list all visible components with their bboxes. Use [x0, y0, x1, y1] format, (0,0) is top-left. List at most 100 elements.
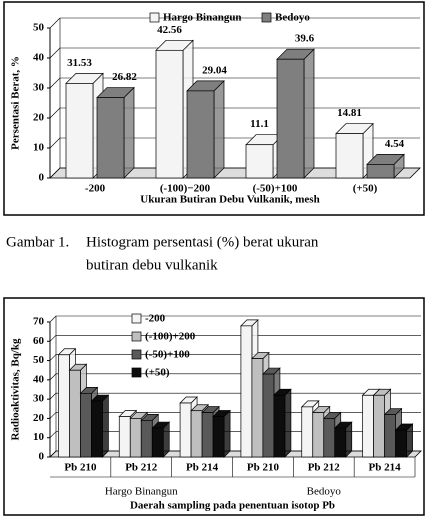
group-label: Hargo Binangun — [105, 486, 178, 498]
x-tick-label: Pb 210 — [64, 462, 97, 474]
grid-diag — [49, 315, 57, 323]
grid-diag — [49, 373, 57, 381]
value-label: 14.81 — [337, 107, 362, 119]
bar — [245, 144, 274, 179]
y-tick-label: 50 — [33, 22, 45, 34]
bar — [262, 373, 275, 458]
y-axis-label: Persentasi Berat, % — [10, 56, 22, 150]
bar-side — [223, 409, 231, 458]
caption-line: butiran debu vulkanik — [86, 257, 218, 273]
legend-label: -200 — [145, 313, 166, 325]
x-tick-label: Pb 210 — [247, 462, 280, 474]
bar — [65, 83, 94, 179]
caption-line: Histogram persentasi (%) berat ukuran — [86, 234, 319, 250]
legend-swatch — [131, 349, 142, 360]
value-label: 26.82 — [112, 71, 137, 83]
bar — [301, 406, 314, 458]
x-tick-label: Pb 212 — [308, 462, 341, 474]
y-tick-label: 60 — [33, 335, 45, 347]
grid-diag — [49, 335, 57, 342]
legend-swatch — [131, 313, 142, 324]
grid-diag — [49, 107, 61, 119]
bar — [373, 394, 385, 458]
group-label: Bedoyo — [307, 486, 342, 498]
value-label: 31.53 — [67, 57, 92, 69]
legend-swatch — [131, 331, 142, 342]
bar-side — [303, 48, 315, 179]
bar-side — [102, 394, 109, 458]
x-tick-label: (-50)+100 — [253, 183, 298, 195]
bar — [96, 97, 125, 179]
bar — [395, 429, 407, 458]
legend-swatch — [149, 12, 160, 23]
legend-swatch — [131, 367, 142, 378]
bar — [362, 394, 374, 458]
bar — [140, 420, 153, 458]
bar — [251, 358, 264, 458]
bar — [151, 427, 164, 458]
legend-swatch — [261, 12, 272, 23]
legend-label: Hargo Binangun — [163, 12, 242, 24]
grid-diag — [49, 47, 61, 59]
y-tick-label: 0 — [39, 172, 45, 184]
legend-label: (-50)+100 — [145, 349, 190, 361]
y-tick-label: 0 — [39, 451, 45, 463]
x-tick-label: Pb 214 — [186, 462, 219, 474]
bar — [186, 90, 215, 179]
y-tick-label: 50 — [33, 354, 45, 366]
y-tick-label: 30 — [33, 393, 45, 405]
value-label: 42.56 — [157, 24, 182, 36]
grid-diag — [49, 412, 57, 419]
grid-diag — [49, 167, 61, 179]
bar — [366, 164, 395, 179]
bar — [58, 354, 70, 458]
bar — [212, 416, 225, 458]
bar-side — [123, 86, 135, 179]
bar — [384, 414, 396, 458]
value-label: 39.6 — [295, 33, 315, 45]
x-tick-label: Pb 212 — [125, 462, 158, 474]
y-tick-label: 10 — [33, 142, 45, 154]
x-axis-label: Ukuran Butiran Debu Vulkanik, mesh — [140, 194, 319, 206]
bar — [155, 49, 184, 179]
y-axis-label: Radioaktivitas, Bq/kg — [10, 338, 22, 441]
y-tick-label: 10 — [33, 431, 45, 443]
grid-diag — [49, 392, 57, 400]
grid-diag — [49, 17, 61, 29]
bar — [273, 394, 286, 458]
bar — [129, 418, 142, 458]
grid-diag — [49, 77, 61, 89]
grid-diag — [49, 354, 57, 361]
bar-side — [213, 80, 225, 179]
x-tick-label: (-100)−200 — [160, 183, 211, 195]
grid-diag — [49, 137, 61, 149]
bar — [91, 400, 103, 458]
bar-side — [284, 388, 292, 458]
y-tick-label: 20 — [33, 412, 45, 424]
x-tick-label: Pb 214 — [369, 462, 402, 474]
bar — [240, 325, 253, 458]
bar — [323, 418, 336, 458]
x-tick-label: -200 — [85, 183, 106, 195]
bar — [201, 412, 214, 458]
y-tick-label: 20 — [33, 112, 45, 124]
y-tick-label: 40 — [33, 373, 45, 385]
value-label: 29.04 — [202, 64, 227, 76]
legend-label: Bedoyo — [275, 12, 310, 24]
bar — [335, 133, 364, 179]
bar — [179, 402, 192, 458]
legend-label: (+50) — [145, 367, 170, 379]
grid-diag — [49, 450, 57, 458]
y-tick-label: 40 — [33, 52, 45, 64]
bar — [80, 393, 92, 458]
value-label: 11.1 — [250, 118, 269, 130]
x-axis-label: Daerah sampling pada penentuan isotop Pb — [130, 500, 335, 512]
y-tick-label: 70 — [33, 316, 45, 328]
bar — [276, 58, 305, 179]
y-tick-label: 30 — [33, 82, 45, 94]
bar — [334, 427, 347, 458]
bar — [312, 412, 325, 458]
bar — [118, 416, 131, 458]
